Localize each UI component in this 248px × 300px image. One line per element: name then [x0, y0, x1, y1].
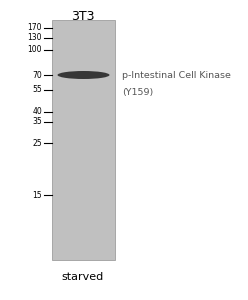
Text: 15: 15 — [32, 190, 42, 200]
Text: 25: 25 — [32, 139, 42, 148]
Text: 130: 130 — [28, 34, 42, 43]
Text: 100: 100 — [28, 46, 42, 55]
Text: 40: 40 — [32, 107, 42, 116]
Text: starved: starved — [62, 272, 104, 282]
Text: 70: 70 — [32, 70, 42, 80]
Text: 55: 55 — [32, 85, 42, 94]
Text: 3T3: 3T3 — [71, 10, 95, 23]
Text: 35: 35 — [32, 118, 42, 127]
Text: (Y159): (Y159) — [122, 88, 153, 97]
Bar — [52, 20, 115, 260]
Text: p-Intestinal Cell Kinase: p-Intestinal Cell Kinase — [122, 70, 231, 80]
Ellipse shape — [58, 71, 110, 79]
Text: 170: 170 — [28, 23, 42, 32]
